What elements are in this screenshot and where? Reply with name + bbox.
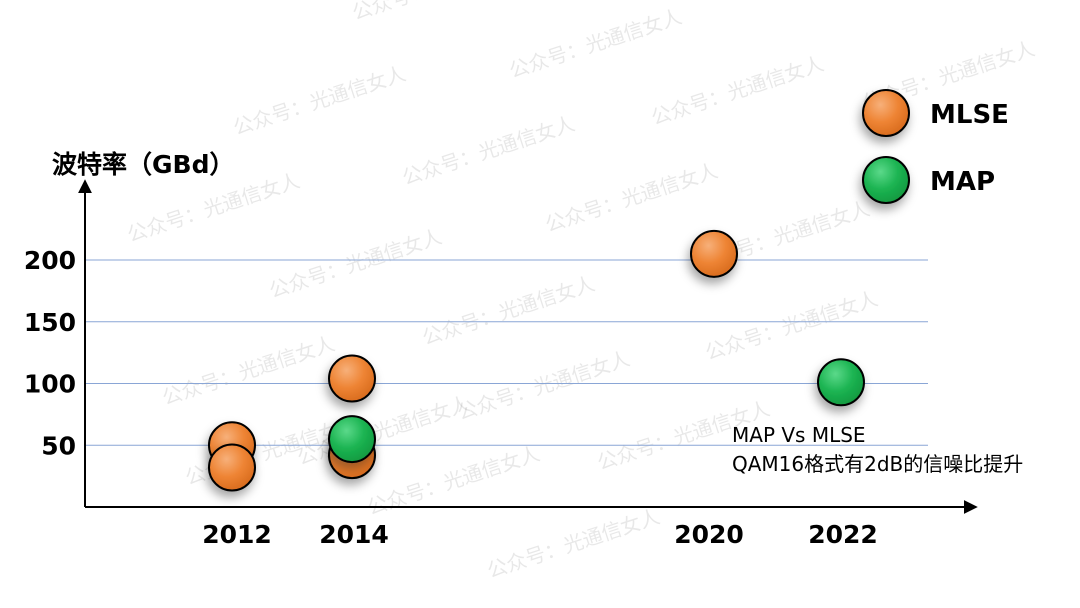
annotation-line-2: QAM16格式有2dB的信噪比提升 [732, 452, 1023, 476]
y-tick-label-50: 50 [41, 431, 76, 460]
legend-label-mlse: MLSE [930, 100, 1009, 130]
data-points [208, 229, 865, 492]
watermark-text: 公众号：光通信女人 [648, 51, 827, 129]
y-tick-label-150: 150 [24, 308, 76, 337]
map-point-2022-1 [817, 358, 865, 407]
watermark-text: 公众号：光通信女人 [124, 168, 303, 246]
x-tick-label-2014: 2014 [319, 520, 389, 549]
y-tick-label-100: 100 [24, 370, 76, 399]
mlse-point-2014-3 [328, 354, 376, 403]
watermark-text: 公众号：光通信女人 [399, 111, 578, 189]
watermark-text: 公众号：光通信女人 [484, 504, 663, 582]
legend-marker-map [862, 156, 910, 204]
watermark-text: 公众号：光通信女人 [702, 286, 881, 364]
x-tick-label-2020: 2020 [674, 520, 744, 549]
watermark-text: 公众号：光通信女人 [159, 331, 338, 409]
y-tick-label-200: 200 [24, 246, 76, 275]
watermark-text: 公众号：光通信女人 [230, 61, 409, 139]
watermark-text: 公众号：光通信女人 [349, 0, 528, 25]
legend-label-map: MAP [930, 167, 995, 197]
annotation-line-1: MAP Vs MLSE [732, 423, 866, 447]
grid-lines [85, 259, 928, 446]
x-tick-label-2022: 2022 [808, 520, 878, 549]
map-point-2014-0 [328, 415, 376, 464]
axes [78, 179, 978, 514]
watermark-text: 公众号：光通信女人 [454, 346, 633, 424]
watermark-text: 公众号：光通信女人 [542, 158, 721, 236]
tick-labels: 50 100 150 200 2012 2014 2020 2022 [24, 246, 878, 549]
y-axis-label: 波特率（GBd） [52, 150, 234, 179]
x-tick-label-2012: 2012 [202, 520, 272, 549]
watermark-text: 公众号：光通信女人 [419, 271, 598, 349]
mlse-point-2012-1 [208, 443, 256, 492]
watermark-text: 公众号：光通信女人 [266, 224, 445, 302]
legend: MLSE MAP [862, 89, 1009, 204]
legend-marker-mlse [862, 89, 910, 137]
watermark-text: 公众号：光通信女人 [506, 4, 685, 82]
mlse-point-2020-4 [690, 229, 738, 278]
